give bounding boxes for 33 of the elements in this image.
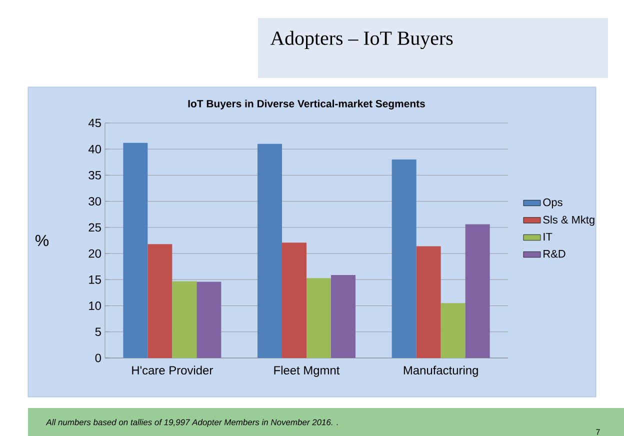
bar	[306, 278, 332, 358]
bar	[196, 282, 222, 358]
bar	[258, 144, 282, 358]
y-tick-label: 25	[88, 223, 101, 232]
bar	[148, 244, 172, 358]
text: All numbers based on tallies of 19,997 Adopter Members in November 2016. .	[46, 419, 338, 427]
y-tick-label: 40	[88, 144, 102, 154]
legend-label: Sls & Mktg	[543, 216, 594, 226]
bar	[416, 246, 441, 358]
x-tick-label: H'care Provider	[132, 366, 213, 375]
x-tick-label: Fleet Mgmnt	[274, 366, 340, 377]
bar	[172, 281, 197, 358]
chart-title: IoT Buyers in Diverse Vertical-market Segments	[188, 100, 425, 110]
x-tick-label: Manufacturing	[404, 366, 478, 377]
bar	[392, 160, 416, 358]
y-tick-label: 5	[95, 328, 101, 336]
y-tick-label: 15	[89, 275, 101, 284]
y-tick-label: 0	[95, 354, 102, 362]
bar	[282, 242, 307, 358]
bar	[123, 142, 148, 358]
y-tick-label: 20	[88, 249, 102, 258]
y-tick-label: 45	[88, 118, 101, 128]
text: Adopters – IoT Buyers	[270, 30, 453, 50]
y-axis-title: %	[35, 234, 49, 246]
legend-label: R&D	[544, 250, 566, 258]
y-tick-label: 30	[88, 197, 102, 206]
bar	[331, 274, 356, 358]
legend-label: IT	[544, 232, 552, 241]
legend-label: Ops	[543, 198, 562, 208]
y-tick-label: 10	[89, 302, 102, 310]
y-tick-label: 35	[88, 170, 101, 180]
bar	[440, 303, 466, 358]
bar	[465, 224, 490, 358]
